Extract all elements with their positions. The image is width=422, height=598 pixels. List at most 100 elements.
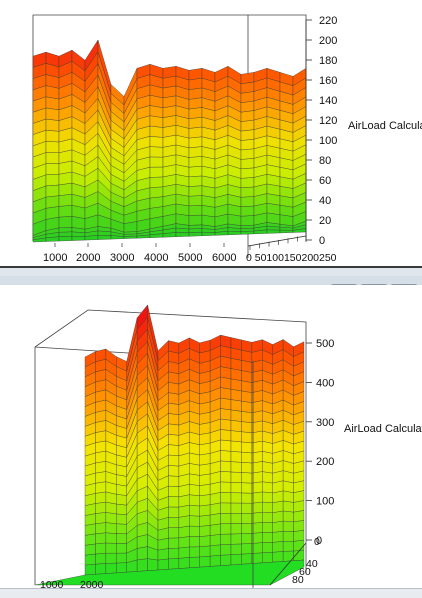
surface-cell: [58, 231, 73, 237]
chart-top: 0 20 40 60 80 100 120 140 160 180 200 220 1000 2000 30…: [32, 14, 337, 264]
surface-cell: [293, 520, 305, 532]
surface-cell: [168, 444, 180, 456]
surface-cell: [251, 522, 263, 534]
surface-cell: [116, 562, 127, 574]
surface-cell: [178, 525, 190, 539]
surface-cell: [45, 107, 60, 121]
surface-cell: [201, 231, 216, 236]
surface-cell: [189, 556, 200, 569]
y-tick-labels: 0 50100150200250: [246, 252, 337, 264]
surface-cell: [230, 533, 242, 545]
surface-cell: [240, 158, 255, 170]
x-tick-label: 2000: [76, 252, 100, 264]
z-tick-label: 120: [319, 115, 337, 127]
surface-cell: [58, 235, 73, 242]
surface-cell: [168, 506, 180, 518]
surface-cell: [251, 461, 263, 474]
surface-cell: [272, 520, 284, 533]
surface-cell: [220, 544, 232, 556]
surface-cell: [230, 399, 242, 412]
surface-cell: [240, 186, 255, 198]
z-tick-label: 40: [319, 195, 331, 207]
z-axis-label-top: AirLoad Calculated: [348, 120, 422, 132]
surface-cell: [230, 482, 242, 494]
surface-cell: [240, 215, 255, 226]
surface-cell: [168, 392, 180, 405]
surface-cell: [230, 420, 242, 432]
surface-cell: [209, 502, 221, 516]
surface-cell: [105, 562, 117, 574]
surface-cell: [84, 533, 96, 546]
surface-cell: [168, 413, 180, 426]
surface-cell: [189, 546, 200, 558]
surface-cell: [136, 546, 148, 561]
surface-cell: [251, 511, 263, 524]
surface-cell: [230, 492, 242, 504]
surface-cell: [95, 512, 107, 524]
surface-cell: [266, 229, 281, 234]
surface-cell: [199, 494, 211, 507]
surface-cell: [45, 129, 60, 143]
surface-cell: [240, 167, 255, 179]
surface-cell: [220, 502, 232, 514]
surface-cell: [178, 504, 190, 518]
surface-cell: [241, 482, 253, 494]
surface-cell: [241, 390, 253, 403]
surface-cell: [95, 552, 107, 565]
surface-cell: [241, 421, 253, 434]
surface-cell: [272, 530, 284, 543]
surface-cell: [45, 195, 60, 209]
surface-cell: [188, 68, 203, 81]
surface-cell: [209, 544, 221, 557]
surface-cell: [136, 558, 148, 572]
surface-cell: [272, 551, 284, 563]
surface-cell: [149, 206, 164, 219]
surface-cell: [241, 553, 253, 565]
surface-cell: [188, 214, 203, 226]
surface-cell: [116, 484, 127, 496]
top-chart-panel: 0 20 40 60 80 100 120 140 160 180 200 220 1000 2000 30…: [0, 0, 422, 266]
surface-cell: [188, 175, 203, 187]
surface-cell: [199, 545, 211, 558]
surface-cell: [262, 501, 273, 513]
surface-cell: [199, 422, 211, 435]
surface-cell: [168, 402, 180, 415]
surface-cell: [220, 397, 232, 411]
surface-cell: [199, 535, 211, 547]
surface-cell: [262, 491, 273, 503]
surface-cell: [95, 522, 107, 535]
z-tick-label: 200: [319, 35, 337, 47]
z-tick-label: 200: [316, 456, 334, 468]
surface-cell: [251, 552, 263, 564]
surface-cell: [199, 442, 211, 456]
surface-cell: [95, 563, 107, 575]
surface-cell: [240, 119, 255, 132]
surface-cell: [230, 513, 242, 524]
surface-cell: [220, 492, 232, 504]
surface-cell: [199, 473, 211, 486]
surface-cell: [149, 136, 164, 148]
z-tick-label: 500: [316, 338, 334, 350]
surface-cell: [230, 430, 242, 443]
z-tick-label: 80: [319, 155, 331, 167]
surface-cell: [241, 472, 253, 484]
surface-cell: [84, 523, 96, 536]
surface-cell: [45, 184, 60, 198]
z-tick-label: 160: [319, 75, 337, 87]
y-tick-label: 40: [306, 558, 318, 570]
z-tick-label: 300: [316, 417, 334, 429]
x-tick-label: 6000: [212, 252, 236, 264]
surface-cell: [45, 152, 60, 164]
surface-cell: [58, 182, 73, 196]
surface-cell: [168, 381, 180, 395]
surface-cell: [168, 423, 180, 436]
surface-cell: [251, 471, 263, 484]
surface-cell: [189, 525, 200, 537]
surface-cell: [149, 166, 164, 178]
surface-cell: [241, 380, 253, 393]
surface-cell: [220, 481, 232, 493]
surface-cell: [188, 224, 203, 230]
surface-cell: [199, 525, 211, 537]
surface-cell: [189, 494, 200, 507]
z-tick-label: 400: [316, 377, 334, 389]
